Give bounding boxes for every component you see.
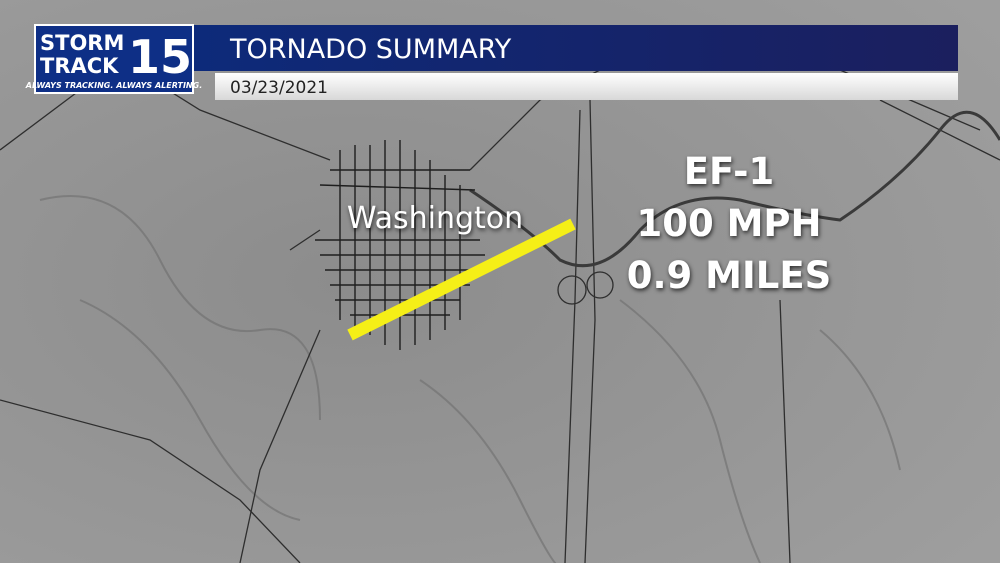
tornado-track (347, 218, 576, 341)
terrain (39, 195, 901, 563)
title: TORNADO SUMMARY (229, 34, 512, 65)
stat: EF-1 (684, 150, 775, 193)
river (469, 110, 1000, 268)
title-banner (193, 25, 958, 71)
stats: EF-1 100 MPH 0.9 MILES (627, 150, 832, 297)
logo-tagline: ALWAYS TRACKING. ALWAYS ALERTING. (25, 81, 202, 90)
stat: 0.9 MILES (627, 254, 832, 297)
logo-line: TRACK (40, 54, 119, 78)
date: 03/23/2021 (230, 78, 328, 98)
date-bar (215, 73, 958, 100)
stat: 100 MPH (636, 202, 821, 245)
logo: STORM TRACK 15 ALWAYS TRACKING. ALWAYS A… (25, 24, 202, 94)
logo-number: 15 (128, 30, 192, 84)
logo-box (34, 24, 194, 94)
logo-line: STORM (40, 31, 124, 55)
place-label: Washington (347, 201, 523, 236)
town-grid (315, 140, 485, 350)
